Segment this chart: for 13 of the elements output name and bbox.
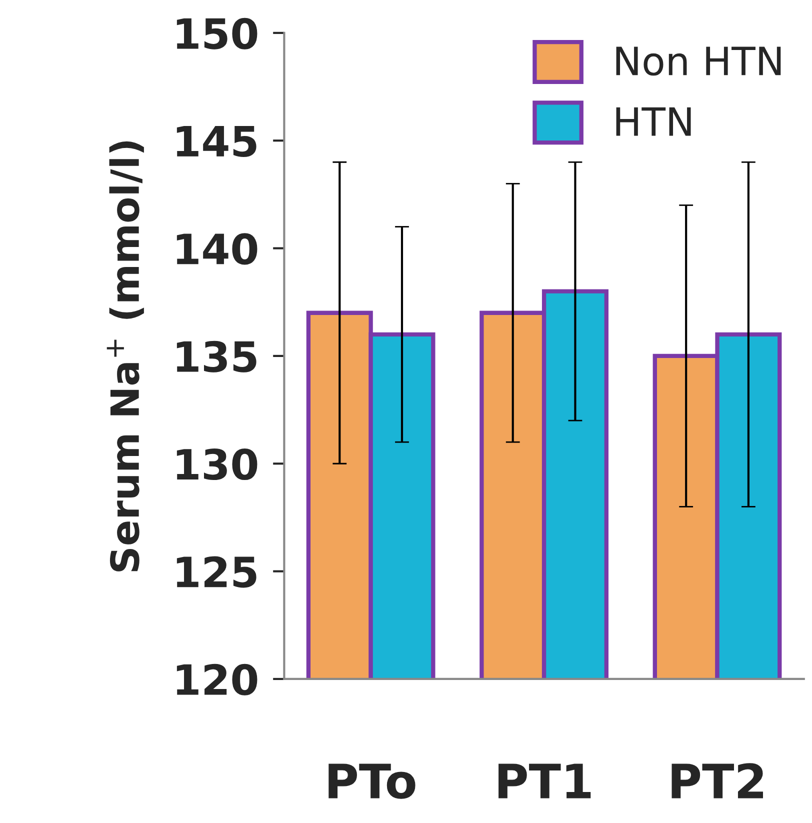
y-axis-title: Serum Na$^{+}$ (mmol/l) <box>106 141 144 572</box>
y-tick-label: 125 <box>176 556 256 588</box>
y-tick-label: 135 <box>176 340 256 372</box>
y-tick-label: 120 <box>176 664 258 696</box>
y-tick-label: 145 <box>176 126 256 158</box>
x-tick-label: PT1 <box>498 764 591 798</box>
y-tick-label: 150 <box>176 18 258 50</box>
y-tick-label: 130 <box>176 448 258 480</box>
legend-label: HTN <box>616 107 691 136</box>
legend-label: Non HTN <box>616 46 781 76</box>
x-tick-label: PTo <box>328 764 416 799</box>
y-tick-label: 140 <box>176 233 258 265</box>
x-tick-label: PT2 <box>672 763 763 798</box>
